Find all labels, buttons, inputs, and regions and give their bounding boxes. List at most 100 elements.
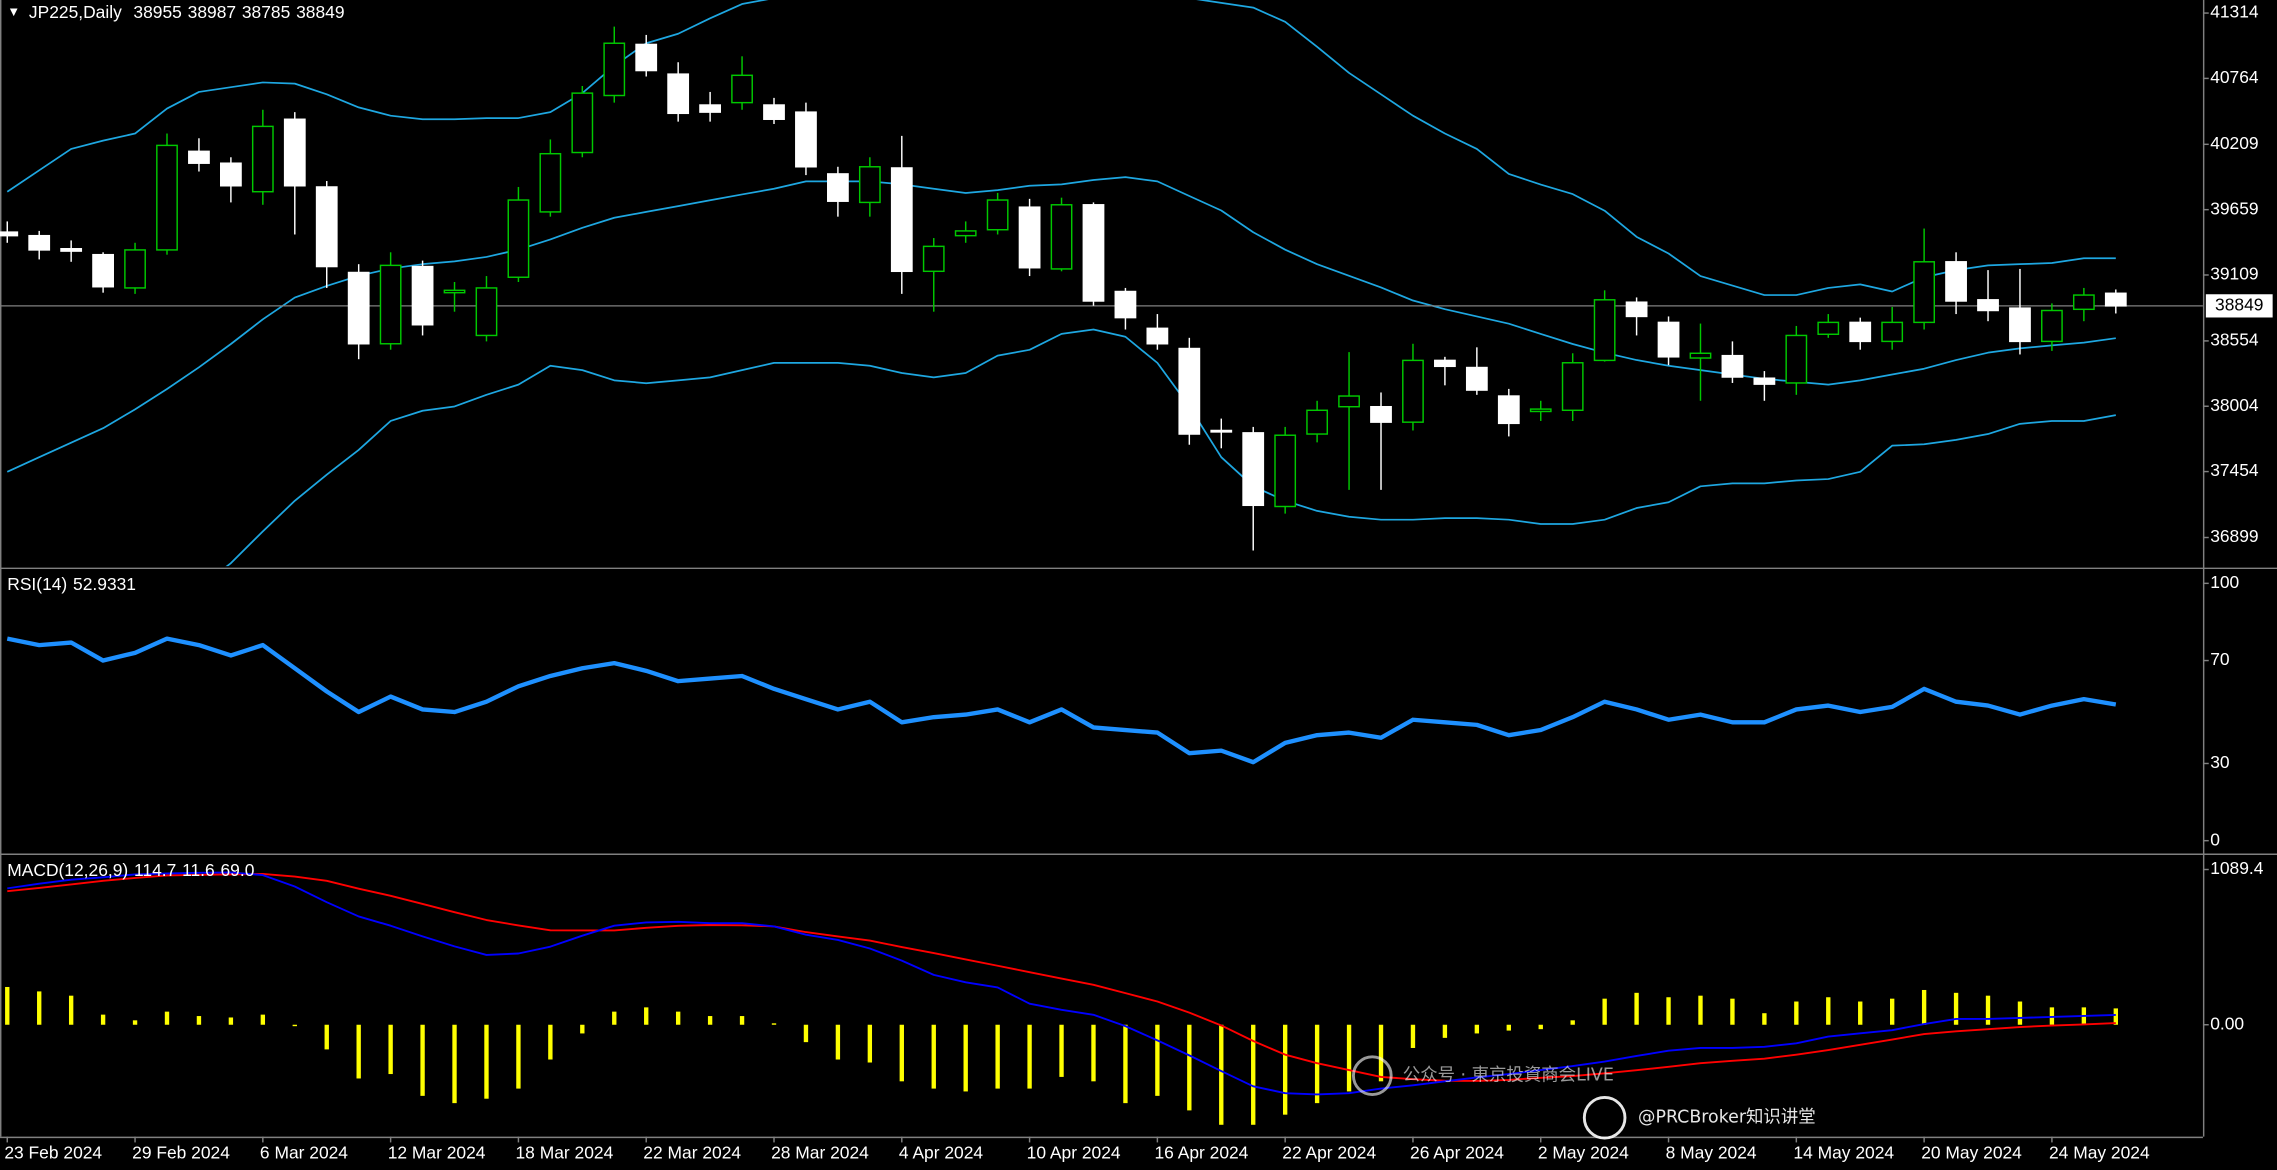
- x-tick-label: 18 Mar 2024: [516, 1143, 614, 1163]
- y-tick-label: 36899: [2210, 526, 2258, 546]
- y-tick-label: 39109: [2210, 264, 2258, 284]
- candle-body: [1274, 434, 1297, 508]
- candle-body: [1913, 261, 1936, 324]
- macd-bar: [260, 1014, 266, 1025]
- x-tick-label: 22 Mar 2024: [643, 1143, 741, 1163]
- rsi-line: [6, 636, 2117, 765]
- macd-bar: [228, 1017, 234, 1025]
- watermark-icon: [1351, 1055, 1393, 1096]
- candle-body: [2072, 294, 2095, 311]
- candle-body: [635, 43, 658, 72]
- macd-bar: [388, 1024, 393, 1075]
- candle-body: [1465, 366, 1488, 391]
- y-tick-label: 40764: [2210, 67, 2259, 87]
- macd-bar: [899, 1024, 904, 1082]
- candle-body: [507, 199, 530, 278]
- macd-bar: [1634, 992, 1639, 1025]
- y-tick-label: 1089.4: [2210, 858, 2264, 878]
- macd-bar: [37, 991, 42, 1025]
- price-tag: 38849: [2215, 294, 2263, 314]
- macd-bar: [1858, 1001, 1863, 1025]
- candle-body: [2041, 309, 2063, 343]
- y-tick-label: 40209: [2210, 133, 2258, 153]
- x-tick-label: 10 Apr 2024: [1027, 1143, 1121, 1163]
- candle-body: [667, 73, 690, 115]
- macd-bar: [1538, 1024, 1543, 1030]
- macd-bar: [1794, 1001, 1799, 1025]
- pane-borders: [0, 0, 2277, 1139]
- macd-bar: [995, 1024, 1000, 1089]
- candle-body: [1018, 206, 1041, 269]
- watermark-text: 公众号 · 東京投資商会LIVE: [1403, 1066, 1614, 1086]
- macd-bar: [1762, 1013, 1767, 1025]
- macd-header: MACD(12,26,9) 114.7 11.6 69.0: [7, 860, 254, 880]
- macd-bar: [484, 1024, 489, 1099]
- candle-body: [220, 162, 242, 187]
- candle-body: [1050, 204, 1073, 270]
- x-tick-label: 12 Mar 2024: [388, 1143, 486, 1163]
- candle-body: [1114, 290, 1137, 319]
- candle-body: [1082, 204, 1105, 302]
- candle-body: [1210, 429, 1233, 433]
- macd-bar: [1251, 1024, 1256, 1125]
- candle-body: [379, 264, 402, 345]
- candle-body: [2104, 292, 2127, 307]
- macd-bar: [1442, 1024, 1448, 1038]
- candle-body: [156, 144, 178, 251]
- candle-body: [1753, 377, 1776, 385]
- y-tick-label: 30: [2210, 752, 2229, 772]
- macd-bar: [1155, 1024, 1160, 1096]
- macd-bar: [100, 1014, 106, 1025]
- macd-title: MACD(12,26,9): [7, 860, 128, 880]
- macd-bar: [612, 1011, 617, 1025]
- y-tick-label: 37454: [2210, 460, 2259, 480]
- watermark: @PRCBroker知识讲堂: [1582, 1095, 1816, 1140]
- macd-bar: [963, 1024, 968, 1092]
- macd-bar: [771, 1023, 777, 1025]
- candle-body: [1242, 432, 1265, 507]
- x-tick-label: 14 May 2024: [1793, 1143, 1894, 1163]
- axes: 36899 37454 38004 38554 39109 39659 40209 40764…: [4, 2, 2273, 1163]
- watermark-icon: [1582, 1095, 1627, 1140]
- candle-body: [858, 166, 881, 204]
- candle-body: [0, 231, 19, 237]
- x-tick-label: 22 Apr 2024: [1282, 1143, 1376, 1163]
- macd-bar: [1378, 1024, 1384, 1082]
- candle-body: [411, 265, 434, 326]
- candle-body: [1817, 321, 1840, 335]
- macd-bar: [835, 1024, 841, 1060]
- candle-body: [1945, 261, 1967, 302]
- candle-body: [731, 74, 753, 104]
- macd-bar: [164, 1011, 170, 1025]
- y-tick-label: 38004: [2210, 395, 2259, 415]
- candle-body: [1625, 301, 1648, 318]
- bollinger-band: [6, 0, 2116, 296]
- candle-body: [1689, 352, 1712, 359]
- macd-bar: [516, 1024, 521, 1089]
- macd-bar: [1091, 1024, 1096, 1082]
- watermark-text: @PRCBroker知识讲堂: [1638, 1108, 1816, 1128]
- y-tick-label: 39659: [2210, 198, 2258, 218]
- macd-bar: [580, 1024, 585, 1034]
- macd-bar: [2017, 1001, 2023, 1025]
- macd-bar: [1602, 998, 1607, 1025]
- rsi-value: 52.9331: [73, 574, 136, 594]
- macd-bar: [931, 1024, 936, 1089]
- x-tick-label: 6 Mar 2024: [260, 1143, 348, 1163]
- macd-bar: [420, 1024, 425, 1096]
- macd-bar: [1698, 995, 1703, 1025]
- macd-bar: [1889, 998, 1895, 1025]
- macd-bar: [1027, 1024, 1032, 1089]
- watermark: 公众号 · 東京投資商会LIVE: [1351, 1055, 1614, 1096]
- macd-bar: [867, 1024, 873, 1063]
- candle-body: [443, 289, 466, 294]
- macd-bar: [452, 1024, 457, 1104]
- x-tick-label: 23 Feb 2024: [4, 1143, 102, 1163]
- candle-body: [890, 167, 913, 273]
- candle-body: [795, 111, 817, 168]
- macd-bar: [324, 1024, 329, 1050]
- candle-body: [28, 234, 51, 251]
- macd-pane: [5, 871, 2118, 1125]
- candle-body: [1497, 395, 1520, 425]
- candle-body: [699, 104, 722, 113]
